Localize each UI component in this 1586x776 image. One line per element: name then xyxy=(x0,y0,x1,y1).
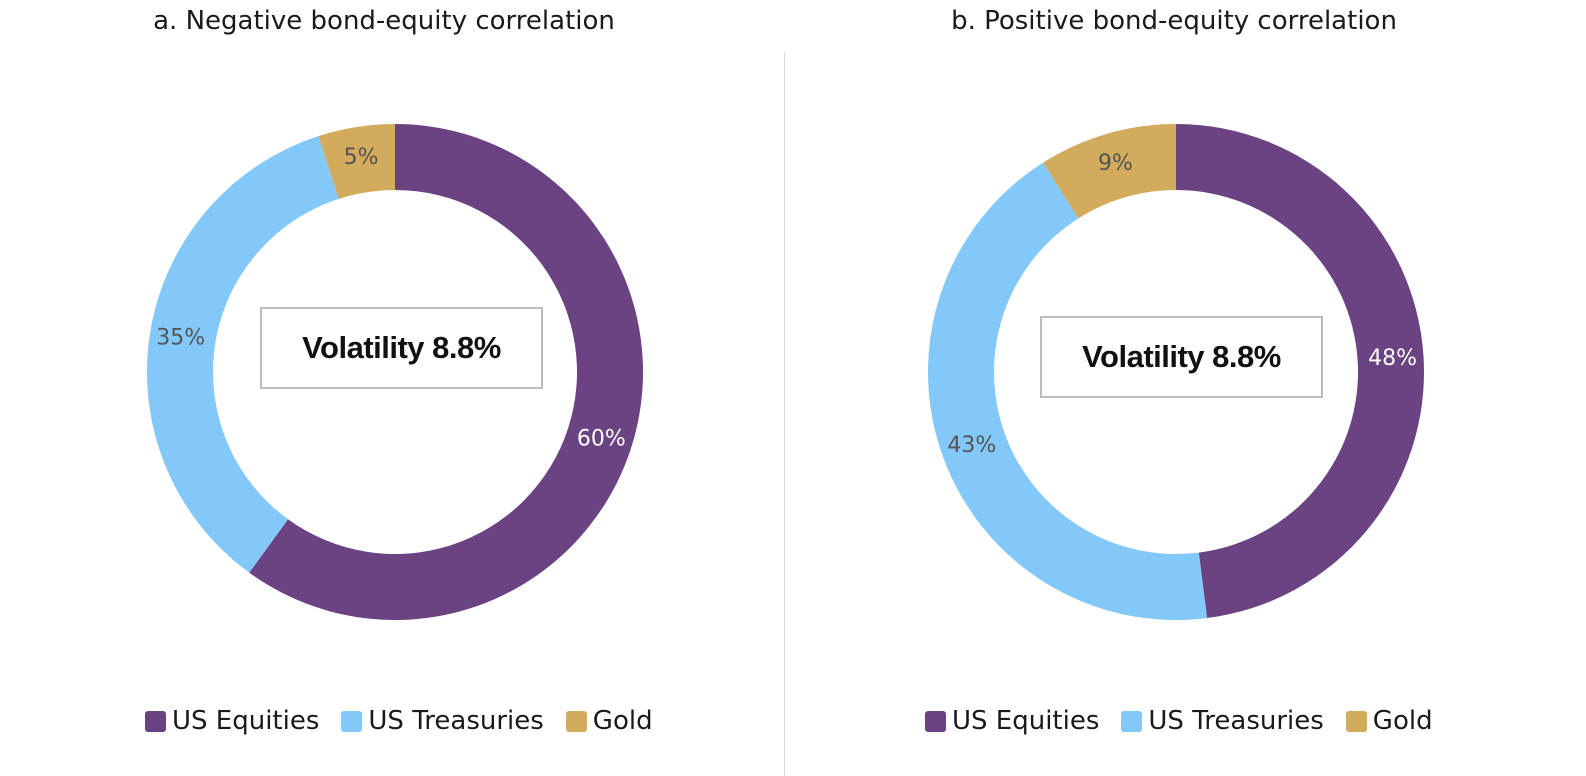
legend: US Equities US Treasuries Gold xyxy=(145,703,653,739)
data-label-gold: 5% xyxy=(344,145,379,170)
legend-item-us-treasuries: US Treasuries xyxy=(1121,706,1324,736)
donut-slice-us-treasuries xyxy=(928,162,1208,620)
legend-item-gold: Gold xyxy=(565,706,653,736)
legend-swatch-us-equities xyxy=(925,710,946,732)
data-label-us-treasuries: 35% xyxy=(156,326,205,351)
legend-label: US Equities xyxy=(172,706,320,736)
legend-label: US Treasuries xyxy=(368,706,544,736)
donut-slice-gold xyxy=(1043,124,1176,219)
data-label-us-equities: 48% xyxy=(1368,346,1417,371)
legend: US Equities US Treasuries Gold xyxy=(925,703,1433,739)
panel-divider xyxy=(784,52,785,776)
data-label-gold: 9% xyxy=(1098,151,1133,176)
legend-item-gold: Gold xyxy=(1345,706,1433,736)
legend-item-us-treasuries: US Treasuries xyxy=(341,706,544,736)
data-label-us-treasuries: 43% xyxy=(947,433,996,458)
legend-label: Gold xyxy=(1372,706,1433,736)
legend-item-us-equities: US Equities xyxy=(145,706,319,736)
volatility-box: Volatility 8.8% xyxy=(260,307,543,389)
volatility-label: Volatility 8.8% xyxy=(302,330,501,365)
donut-slice-us-treasuries xyxy=(147,136,339,573)
volatility-box: Volatility 8.8% xyxy=(1040,316,1323,398)
chart-panel-a: a. Negative bond-equity correlation 60% 3… xyxy=(0,0,780,776)
legend-label: US Equities xyxy=(952,706,1100,736)
donut-slice-gold xyxy=(318,124,395,199)
legend-swatch-gold xyxy=(565,710,587,732)
legend-swatch-us-equities xyxy=(145,710,166,732)
chart-panel-b: b. Positive bond-equity correlation 48% 4… xyxy=(780,0,1560,776)
chart-title: b. Positive bond-equity correlation xyxy=(951,6,1397,36)
legend-item-us-equities: US Equities xyxy=(925,706,1099,736)
donut-chart-a: 60% 35% 5% xyxy=(147,124,644,620)
donut-slice-us-equities xyxy=(249,124,644,620)
chart-title: a. Negative bond-equity correlation xyxy=(153,6,615,36)
legend-swatch-us-treasuries xyxy=(1121,710,1143,732)
legend-swatch-gold xyxy=(1345,710,1367,732)
legend-label: Gold xyxy=(592,706,653,736)
donut-chart-b: 48% 43% 9% xyxy=(928,124,1424,620)
legend-label: US Treasuries xyxy=(1148,706,1324,736)
data-label-us-equities: 60% xyxy=(577,427,626,452)
legend-swatch-us-treasuries xyxy=(341,710,363,732)
donut-slice-us-equities xyxy=(1176,124,1424,619)
volatility-label: Volatility 8.8% xyxy=(1082,339,1281,374)
